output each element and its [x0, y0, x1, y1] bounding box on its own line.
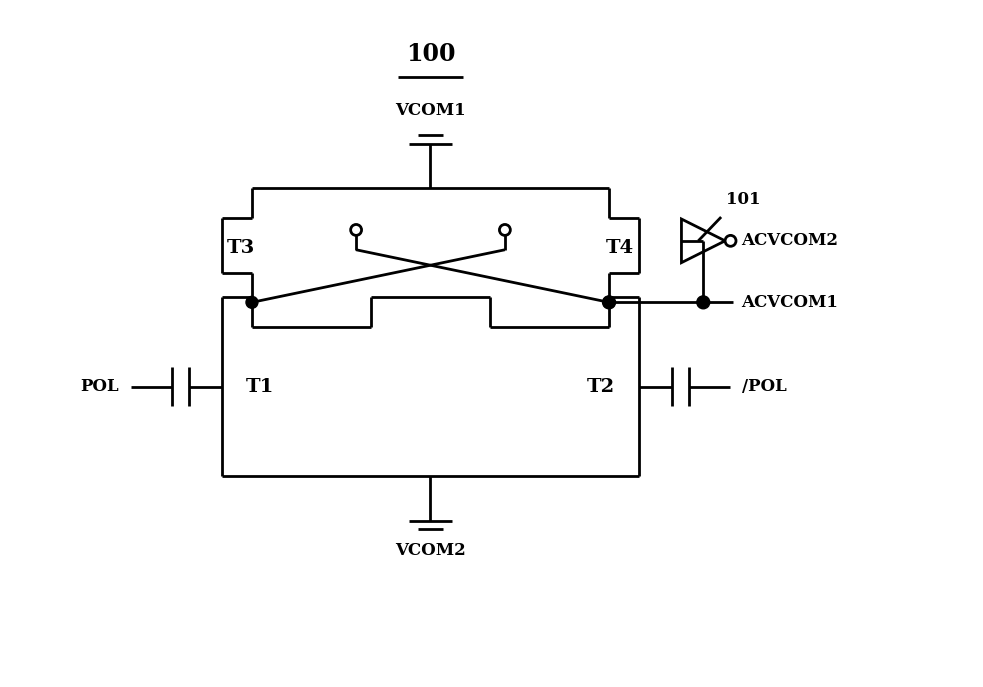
Text: T2: T2 [587, 378, 615, 396]
Text: 101: 101 [726, 191, 761, 207]
Circle shape [499, 225, 510, 236]
Circle shape [351, 225, 362, 236]
Circle shape [604, 296, 615, 308]
Text: T3: T3 [227, 239, 256, 257]
Text: ACVCOM2: ACVCOM2 [741, 232, 838, 249]
Circle shape [725, 236, 736, 247]
Text: /POL: /POL [742, 378, 786, 395]
Text: VCOM1: VCOM1 [395, 102, 466, 119]
Circle shape [697, 296, 710, 308]
Text: ACVCOM1: ACVCOM1 [741, 294, 838, 311]
Text: T4: T4 [606, 239, 634, 257]
Text: POL: POL [81, 378, 119, 395]
Circle shape [603, 296, 615, 308]
Text: VCOM2: VCOM2 [395, 542, 466, 559]
Text: T1: T1 [246, 378, 274, 396]
Circle shape [246, 296, 258, 308]
Text: 100: 100 [406, 43, 455, 67]
